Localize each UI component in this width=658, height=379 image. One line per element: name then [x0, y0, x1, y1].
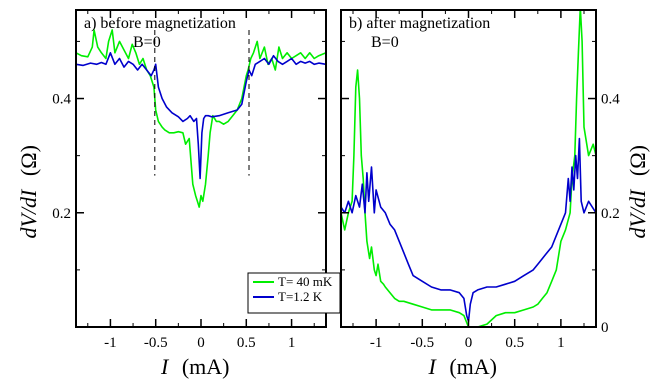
- panel-b-xlabel: I (mA): [428, 354, 497, 379]
- legend: T= 40 mK T=1.2 K: [247, 272, 341, 314]
- panel-a-xlabel: I (mA): [160, 354, 229, 379]
- x-tick-label: -1: [104, 335, 117, 351]
- legend-label-1-2k: T=1.2 K: [278, 289, 323, 304]
- x-tick-label: -1: [370, 335, 383, 351]
- panel-a-ylabel: dV/dI (Ω): [16, 145, 41, 238]
- x-tick-label: -0.5: [144, 335, 168, 351]
- y-tick-label: 0.2: [52, 206, 71, 222]
- panel-b-ticks: -1 -0.5 0 0.5 1 0 0.2 0.4: [341, 10, 620, 351]
- panel-a-series-1-line: [76, 51, 326, 180]
- legend-label-40mk: T= 40 mK: [278, 274, 333, 289]
- panel-b-plot-area: [341, 10, 596, 327]
- panel-a-xlabel-unit: (mA): [182, 354, 230, 379]
- panel-a-plot-area: [76, 29, 326, 208]
- y-tick-label: 0.4: [601, 92, 620, 108]
- panel-a-annotation: a) before magnetization: [84, 15, 236, 32]
- panel-a-xlabel-var: I: [160, 354, 170, 379]
- panel-a-ylabel-unit: (Ω): [16, 145, 41, 176]
- y-tick-label: 0.4: [52, 92, 71, 108]
- panel-b-ylabel: dV/dI (Ω): [625, 145, 650, 238]
- panel-b-field-label: B=0: [371, 34, 399, 51]
- x-tick-label: 0: [197, 335, 205, 351]
- x-tick-label: -0.5: [410, 335, 434, 351]
- legend-box: [247, 272, 341, 314]
- x-tick-label: 0.5: [237, 335, 256, 351]
- panel-a-ylabel-var: dV/dI: [16, 188, 41, 239]
- panel-b-frame: [340, 9, 597, 328]
- panel-b: -1 -0.5 0 0.5 1 0 0.2 0.4 b) after magnetizatio…: [247, 9, 650, 379]
- y-tick-label: 0: [601, 320, 609, 336]
- panel-b-xlabel-unit: (mA): [449, 354, 497, 379]
- x-tick-label: 0.5: [505, 335, 524, 351]
- y-tick-label: 0.2: [601, 206, 620, 222]
- x-tick-label: 0: [465, 335, 473, 351]
- panel-b-ylabel-unit: (Ω): [625, 145, 650, 176]
- panel-a-ticks: -1 -0.5 0 0.5 1 0.2 0.4: [52, 10, 326, 351]
- panel-b-xlabel-var: I: [428, 354, 438, 379]
- panel-a: -1 -0.5 0 0.5 1 0.2 0.4 a) before magnetizatio…: [16, 9, 327, 379]
- panel-a-series-0-line: [76, 29, 326, 208]
- x-tick-label: 1: [288, 335, 296, 351]
- panel-a-field-label: B=0: [133, 34, 161, 51]
- panel-b-series-1-line: [341, 137, 596, 323]
- x-tick-label: 1: [557, 335, 565, 351]
- panel-b-series-0-line: [341, 10, 596, 327]
- panel-a-dashed-markers: [154, 29, 250, 176]
- panel-b-ylabel-var: dV/dI: [625, 188, 650, 239]
- panel-b-annotation: b) after magnetization: [349, 15, 490, 32]
